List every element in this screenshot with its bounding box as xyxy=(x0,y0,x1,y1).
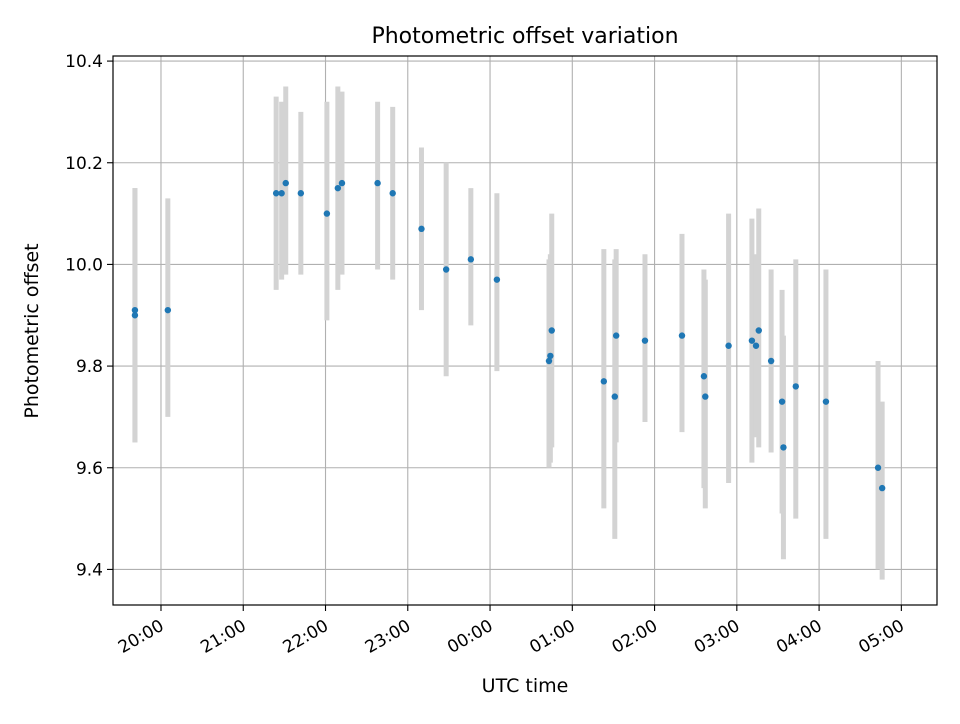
data-point xyxy=(545,357,553,365)
data-point xyxy=(334,184,342,192)
data-point xyxy=(792,383,799,390)
data-point xyxy=(272,190,280,197)
data-point xyxy=(442,266,450,273)
data-point xyxy=(323,210,331,217)
y-axis-ticks: 9.4 9.6 9.8 10.0 10.2 10.4 xyxy=(65,52,113,580)
data-point xyxy=(282,179,289,187)
y-axis-label: Photometric offset xyxy=(21,243,43,418)
data-point xyxy=(700,373,708,380)
y-tick-label: 9.4 xyxy=(76,560,103,580)
data-points xyxy=(131,179,886,492)
chart-title: Photometric offset variation xyxy=(371,24,678,49)
data-point xyxy=(297,190,305,197)
data-point xyxy=(547,352,554,360)
data-point xyxy=(612,332,620,339)
data-point xyxy=(752,342,760,349)
data-point xyxy=(641,337,649,344)
data-point xyxy=(878,484,886,492)
data-point xyxy=(374,179,381,187)
data-point xyxy=(600,378,608,385)
data-point xyxy=(780,444,787,451)
data-point xyxy=(748,337,756,344)
data-point xyxy=(389,190,396,197)
data-point xyxy=(278,190,285,197)
data-point xyxy=(611,393,619,400)
x-axis-label: UTC time xyxy=(482,675,569,697)
data-point xyxy=(874,464,882,471)
y-tick-label: 9.8 xyxy=(76,357,103,377)
data-point xyxy=(467,256,475,263)
data-point xyxy=(131,312,139,319)
grid xyxy=(113,56,937,605)
data-point xyxy=(493,276,501,283)
data-point xyxy=(131,306,139,314)
data-point xyxy=(338,179,346,187)
data-point xyxy=(822,398,830,405)
y-tick-label: 9.6 xyxy=(76,459,103,479)
data-point xyxy=(418,225,425,233)
data-point xyxy=(164,306,172,314)
data-point xyxy=(678,332,686,339)
y-tick-label: 10.0 xyxy=(65,255,103,275)
plot-frame xyxy=(112,55,938,606)
data-point xyxy=(778,398,786,405)
data-point xyxy=(767,357,775,365)
data-point xyxy=(548,327,555,334)
y-tick-label: 10.2 xyxy=(65,154,103,174)
data-point xyxy=(702,393,709,400)
y-tick-label: 10.4 xyxy=(65,52,103,72)
data-point xyxy=(725,342,732,349)
data-point xyxy=(755,327,762,334)
